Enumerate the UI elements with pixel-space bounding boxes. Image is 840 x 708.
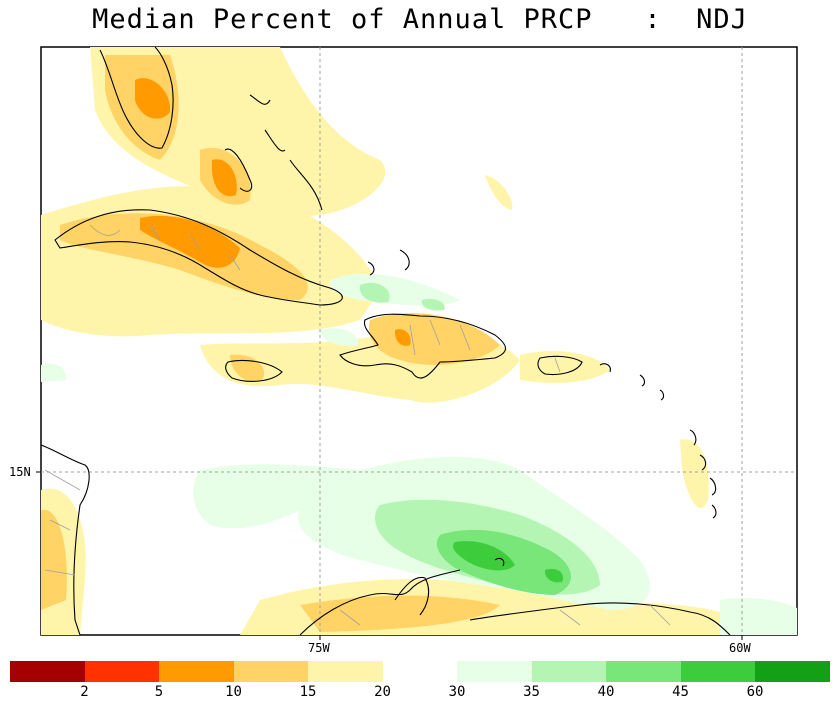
south-america-coast [299, 569, 731, 635]
lon-label-75w: 75W [308, 641, 330, 655]
maracaibo-coast [394, 576, 430, 616]
legend-label-3: 15 [299, 684, 317, 700]
legend-swatch-wet-3 [680, 661, 756, 682]
lat-label-15n: 15N [9, 465, 31, 479]
florida-coast [99, 47, 174, 149]
legend-label-0: 2 [80, 684, 89, 700]
grid-lines [41, 47, 797, 635]
shading-layer [41, 47, 797, 635]
axis-ticks [36, 471, 743, 640]
dark-green-region [453, 541, 564, 583]
puerto-rico-coast [537, 355, 583, 376]
lesser-antilles [639, 374, 717, 519]
legend-label-6: 35 [523, 684, 540, 700]
legend-label-7: 40 [597, 684, 615, 700]
cuba-coast [54, 209, 343, 306]
orange-region [135, 78, 411, 346]
legend-swatch-wet-0 [457, 661, 532, 682]
lon-label-60w: 60W [729, 641, 751, 655]
jamaica-coast [225, 359, 283, 382]
legend-swatch-dry-2 [159, 661, 234, 682]
admin-borders [44, 224, 671, 626]
map-title: Median Percent of Annual PRCP : NDJ [92, 4, 748, 35]
legend-label-4: 20 [374, 684, 391, 700]
legend-swatch-wet-1 [531, 661, 607, 682]
coastlines [41, 47, 731, 635]
legend-label-9: 60 [746, 684, 764, 700]
legend-swatch-dry-1 [84, 661, 160, 682]
legend-swatch-dry-4 [308, 661, 383, 682]
hispaniola-coast [339, 313, 507, 379]
bahamas-coast [224, 94, 323, 211]
legend-swatch-dry-0 [10, 661, 85, 682]
legend-swatch-wet-2 [606, 661, 681, 682]
legend-label-8: 45 [672, 684, 689, 700]
legend-label-5: 30 [448, 684, 466, 700]
legend-label-1: 5 [154, 684, 164, 700]
legend-swatch-dry-3 [233, 661, 309, 682]
legend-label-2: 10 [225, 684, 242, 700]
legend-swatch-wet-4 [755, 661, 830, 682]
central-america-coast [41, 444, 90, 635]
small-keys [367, 249, 611, 567]
